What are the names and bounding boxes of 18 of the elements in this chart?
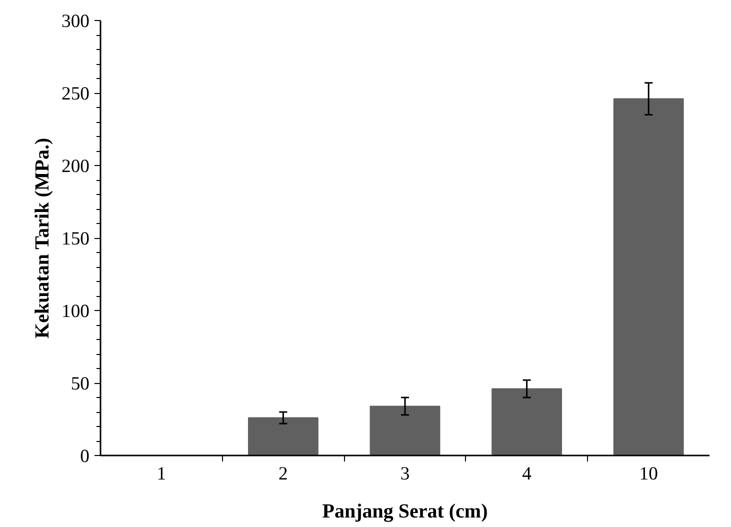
y-tick-label: 200 xyxy=(62,156,90,177)
bar xyxy=(613,98,684,456)
y-tick-label: 100 xyxy=(62,301,90,322)
y-tick-label: 0 xyxy=(80,446,90,467)
y-tick-label: 150 xyxy=(62,228,90,250)
y-tick-label: 250 xyxy=(62,84,90,104)
bar xyxy=(370,406,440,456)
bar xyxy=(248,417,318,456)
y-tick-label: 50 xyxy=(70,374,90,394)
x-tick-label: 10 xyxy=(639,464,658,484)
y-axis-title: Kekuatan Tarik (MPa.) xyxy=(32,138,54,338)
bar xyxy=(492,388,562,456)
y-tick-label: 300 xyxy=(62,11,90,32)
x-tick-label: 1 xyxy=(156,464,166,484)
x-tick-label: 4 xyxy=(522,464,532,484)
x-tick-label: 3 xyxy=(400,464,410,484)
x-axis-title: Panjang Serat (cm) xyxy=(322,500,488,522)
x-tick-label: 2 xyxy=(278,464,288,484)
